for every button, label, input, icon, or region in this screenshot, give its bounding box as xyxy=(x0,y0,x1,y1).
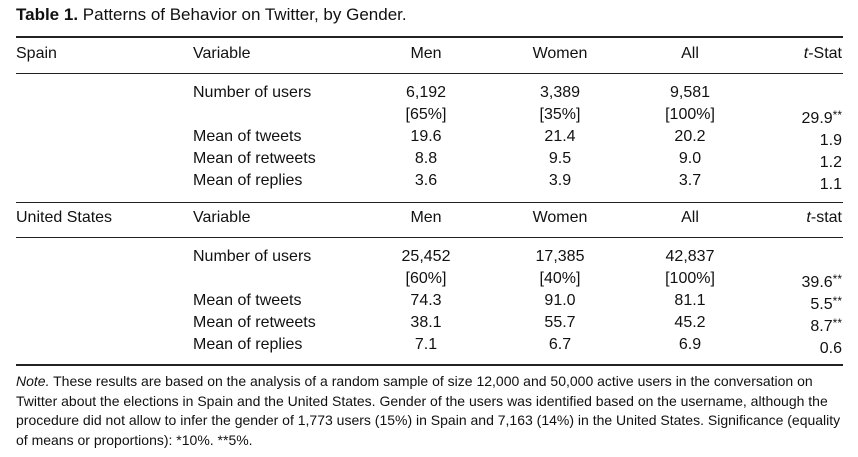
row-label: Mean of retweets xyxy=(193,314,316,331)
t-stat-value: 0.6 xyxy=(819,340,842,357)
top-rule xyxy=(16,36,843,38)
cell-all: 45.2 xyxy=(674,314,706,331)
significance-stars: ** xyxy=(832,108,842,122)
t-stat-value: 29.9 xyxy=(801,110,833,127)
t-stat-value: 39.6 xyxy=(801,274,833,291)
row-label: Number of users xyxy=(193,84,312,101)
row-label: Mean of replies xyxy=(193,172,303,189)
note-label: Note. xyxy=(16,373,50,389)
cell-women: 3.9 xyxy=(548,172,572,189)
row-label: Mean of retweets xyxy=(193,150,316,167)
header-men: Men xyxy=(410,45,442,62)
cell-all: 81.1 xyxy=(674,292,706,309)
cell-men: 7.1 xyxy=(414,336,438,353)
significance-stars: ** xyxy=(832,272,842,286)
t-stat-value: 8.7 xyxy=(810,318,833,335)
group-label-spain: Spain xyxy=(16,45,57,62)
table-note: Note. These results are based on the ana… xyxy=(16,372,846,450)
table-number: Table 1. xyxy=(16,5,79,24)
cell-women-share: [40%] xyxy=(539,270,581,287)
group-label-united-states: United States xyxy=(16,209,113,226)
cell-t-stat: 1.1 xyxy=(820,170,842,196)
cell-t-stat: 29.9** xyxy=(802,104,842,130)
cell-t-stat: 5.5** xyxy=(810,290,842,316)
section-rule xyxy=(16,237,843,238)
section-rule xyxy=(16,73,843,74)
cell-all: 9,581 xyxy=(669,84,711,101)
cell-all: 42,837 xyxy=(665,248,715,265)
header-t-stat-prefix: t xyxy=(803,45,809,62)
cell-men: 38.1 xyxy=(410,314,442,331)
cell-men: 6,192 xyxy=(405,84,447,101)
cell-women-share: [35%] xyxy=(539,106,581,123)
note-text: These results are based on the analysis … xyxy=(16,373,841,448)
cell-women: 9.5 xyxy=(548,150,572,167)
cell-women: 21.4 xyxy=(544,128,576,145)
header-t-stat-prefix: t xyxy=(806,209,811,226)
significance-stars: ** xyxy=(832,316,842,330)
row-label: Number of users xyxy=(193,248,312,265)
cell-t-stat: 8.7** xyxy=(810,312,842,338)
cell-all: 9.0 xyxy=(678,150,702,167)
cell-men: 19.6 xyxy=(410,128,442,145)
t-stat-value: 1.1 xyxy=(819,176,842,193)
row-label: Mean of tweets xyxy=(193,128,302,145)
cell-men-share: [60%] xyxy=(405,270,447,287)
cell-women: 6.7 xyxy=(548,336,572,353)
header-all: All xyxy=(681,45,699,62)
cell-all: 3.7 xyxy=(678,172,702,189)
header-t-stat-suffix: -stat xyxy=(810,209,842,226)
table-caption: Patterns of Behavior on Twitter, by Gend… xyxy=(82,5,407,24)
cell-men: 8.8 xyxy=(414,150,438,167)
row-label: Mean of replies xyxy=(193,336,303,353)
cell-women: 91.0 xyxy=(544,292,576,309)
header-men: Men xyxy=(410,209,442,226)
cell-all-share: [100%] xyxy=(665,270,715,287)
cell-men: 74.3 xyxy=(410,292,442,309)
cell-women: 3,389 xyxy=(539,84,581,101)
header-t-stat-suffix: -Stat xyxy=(808,45,842,62)
section-rule xyxy=(16,202,843,203)
cell-t-stat: 1.2 xyxy=(820,148,842,174)
cell-women: 17,385 xyxy=(535,248,585,265)
header-variable: Variable xyxy=(193,45,251,62)
bottom-rule xyxy=(16,364,843,366)
table-title: Table 1. Patterns of Behavior on Twitter… xyxy=(16,4,407,26)
cell-men-share: [65%] xyxy=(405,106,447,123)
cell-all: 20.2 xyxy=(674,128,706,145)
t-stat-value: 5.5 xyxy=(810,296,833,313)
header-t-stat: t-Stat xyxy=(804,43,842,65)
cell-all-share: [100%] xyxy=(665,106,715,123)
header-all: All xyxy=(681,209,699,226)
t-stat-value: 1.2 xyxy=(819,154,842,171)
header-t-stat: t-stat xyxy=(806,207,842,229)
cell-men: 25,452 xyxy=(401,248,451,265)
t-stat-value: 1.9 xyxy=(819,132,842,149)
header-variable: Variable xyxy=(193,209,251,226)
cell-t-stat: 39.6** xyxy=(802,268,842,294)
cell-t-stat: 1.9 xyxy=(820,126,842,152)
significance-stars: ** xyxy=(832,294,842,308)
row-label: Mean of tweets xyxy=(193,292,302,309)
header-women: Women xyxy=(532,45,588,62)
cell-women: 55.7 xyxy=(544,314,576,331)
cell-men: 3.6 xyxy=(414,172,438,189)
header-women: Women xyxy=(532,209,588,226)
cell-t-stat: 0.6 xyxy=(820,334,842,360)
cell-all: 6.9 xyxy=(678,336,702,353)
